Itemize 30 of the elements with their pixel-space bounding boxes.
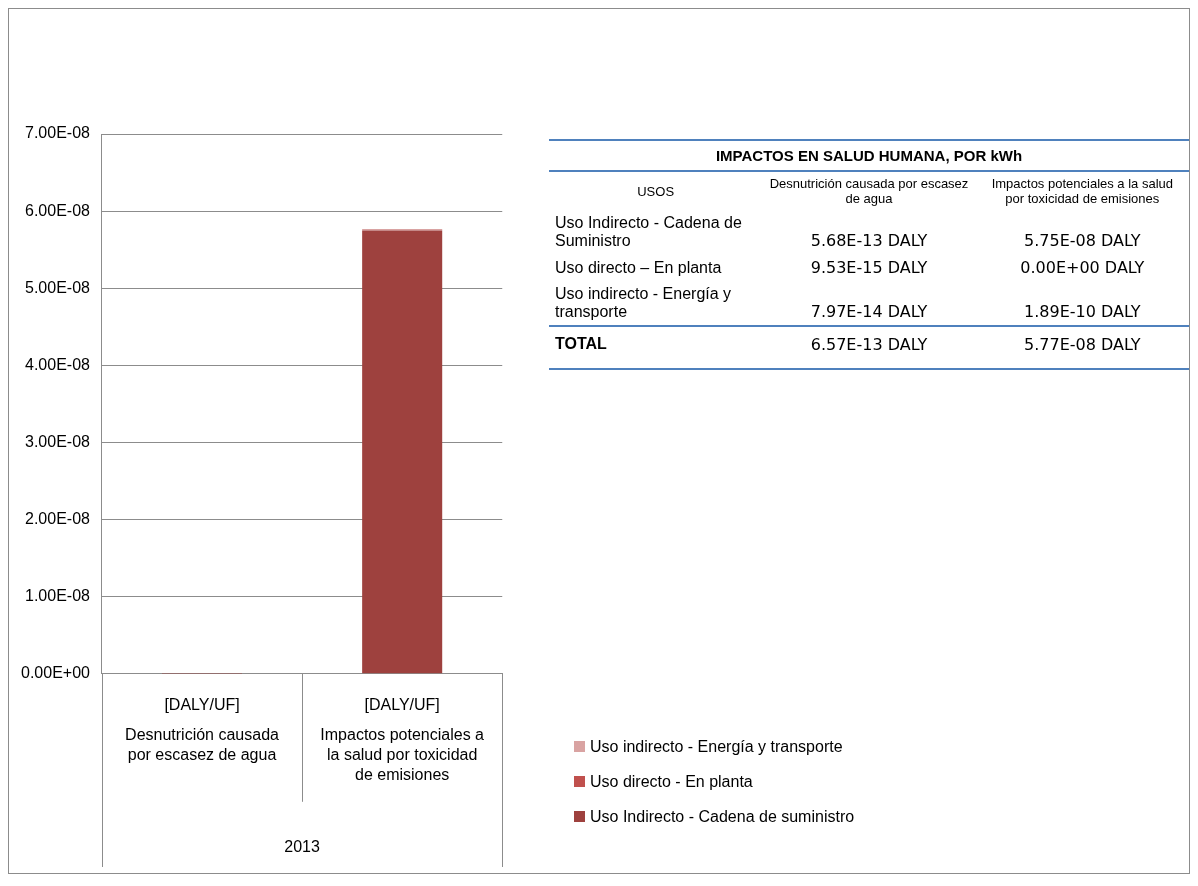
legend-label: Uso indirecto - Energía y transporte	[590, 737, 843, 756]
text: Uso indirecto - Energía y transporte	[554, 284, 733, 322]
x-axis-title: 2013	[284, 837, 320, 855]
text: 5.68E-13 DALY	[809, 230, 929, 252]
y-tick-label: 7.00E-08	[25, 124, 91, 142]
category-label: Desnutrición causada por escasez de agua	[769, 176, 969, 206]
y-tick-label: 4.00E-08	[25, 355, 91, 373]
y-tick-label: 6.00E-08	[25, 201, 91, 219]
y-tick-label: 0.00E+00	[21, 664, 91, 682]
text: 1.89E-10 DALY	[1023, 301, 1142, 323]
text: 6.57E-13 DALY	[809, 334, 929, 356]
legend-label: Uso Indirecto - Cadena de suministro	[590, 807, 855, 826]
text: 0.00E+00 DALY	[1019, 257, 1146, 279]
text: IMPACTOS EN SALUD HUMANA, POR kWh	[549, 140, 1189, 171]
legend-label: Uso directo - En planta	[590, 772, 753, 791]
text: 9.53E-15 DALY	[809, 257, 929, 279]
y-tick-label: 3.00E-08	[25, 432, 91, 450]
y-tick-label: 2.00E-08	[25, 509, 91, 527]
text: USOS	[636, 182, 676, 201]
text: 7.97E-14 DALY	[809, 301, 929, 323]
text: [DALY/UF]	[364, 696, 440, 714]
text: [DALY/UF]	[164, 696, 240, 714]
text: Uso directo – En planta	[554, 258, 723, 278]
text: TOTAL	[554, 334, 608, 354]
text: 5.77E-08 DALY	[1023, 334, 1142, 356]
text: Uso Indirecto - Cadena de Suministro	[554, 213, 743, 251]
y-tick-label: 1.00E-08	[25, 587, 91, 605]
y-tick-label: 5.00E-08	[25, 278, 91, 296]
category-label: Impactos potenciales a la salud por toxicidad de emisiones	[991, 176, 1174, 206]
text: 5.75E-08 DALY	[1023, 230, 1142, 252]
